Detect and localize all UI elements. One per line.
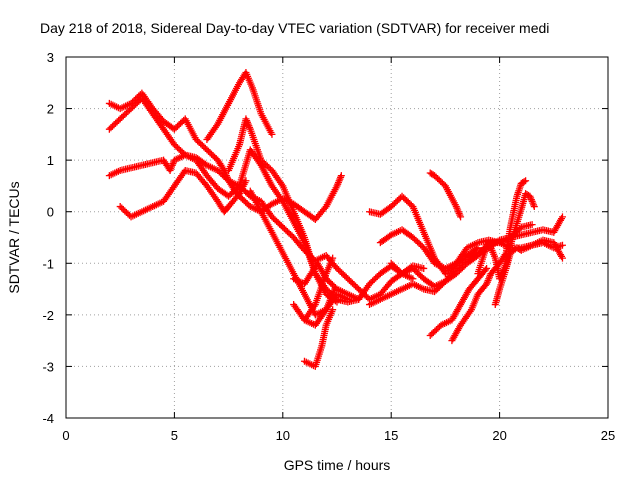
y-tick-label: -3 xyxy=(42,359,54,374)
series-sat-16 xyxy=(426,169,465,221)
x-tick-label: 15 xyxy=(384,428,398,443)
data-point xyxy=(530,203,538,211)
chart-title: Day 218 of 2018, Sidereal Day-to-day VTE… xyxy=(40,20,549,36)
data-point xyxy=(337,172,345,180)
data-point xyxy=(420,264,428,272)
series-sat-10 xyxy=(300,306,337,370)
x-tick-label: 20 xyxy=(492,428,506,443)
grid-lines xyxy=(66,57,608,418)
data-point xyxy=(558,213,566,221)
y-tick-label: 2 xyxy=(47,102,54,117)
y-tick-label: -2 xyxy=(42,308,54,323)
data-point xyxy=(331,285,339,293)
x-tick-label: 5 xyxy=(171,428,178,443)
data-point xyxy=(558,254,566,262)
data-point xyxy=(520,178,528,186)
series-sat-20 xyxy=(491,236,566,309)
x-tick-label: 10 xyxy=(276,428,290,443)
y-axis-label: SDTVAR / TECUs xyxy=(6,181,22,293)
y-tick-label: -4 xyxy=(42,411,54,426)
data-point xyxy=(242,177,250,185)
data-series xyxy=(105,68,566,370)
data-point xyxy=(528,221,536,229)
series-sat-5 xyxy=(203,68,276,144)
series-sat-17 xyxy=(426,264,491,339)
series-sat-11 xyxy=(300,254,337,324)
data-point xyxy=(268,130,276,138)
data-point xyxy=(333,298,341,306)
data-point xyxy=(481,266,489,274)
y-axis-ticks: -4 -3 -2 -1 0 1 2 3 xyxy=(42,50,608,426)
y-tick-label: -1 xyxy=(42,256,54,271)
series-sat-9 xyxy=(290,285,339,329)
data-point xyxy=(329,254,337,262)
data-point xyxy=(558,241,566,249)
data-point xyxy=(522,177,530,185)
series-sat-4 xyxy=(116,166,250,221)
x-tick-label: 0 xyxy=(62,428,69,443)
data-point xyxy=(483,264,491,272)
y-tick-label: 1 xyxy=(47,153,54,168)
y-tick-label: 0 xyxy=(47,205,54,220)
x-axis-ticks: 0 5 10 15 20 25 xyxy=(62,57,615,443)
plot-frame xyxy=(65,56,609,419)
series-sat-18 xyxy=(448,177,530,345)
y-tick-label: 3 xyxy=(47,50,54,65)
x-axis-label: GPS time / hours xyxy=(284,457,391,473)
data-point xyxy=(329,306,337,314)
data-point xyxy=(457,213,465,221)
x-tick-label: 25 xyxy=(601,428,615,443)
